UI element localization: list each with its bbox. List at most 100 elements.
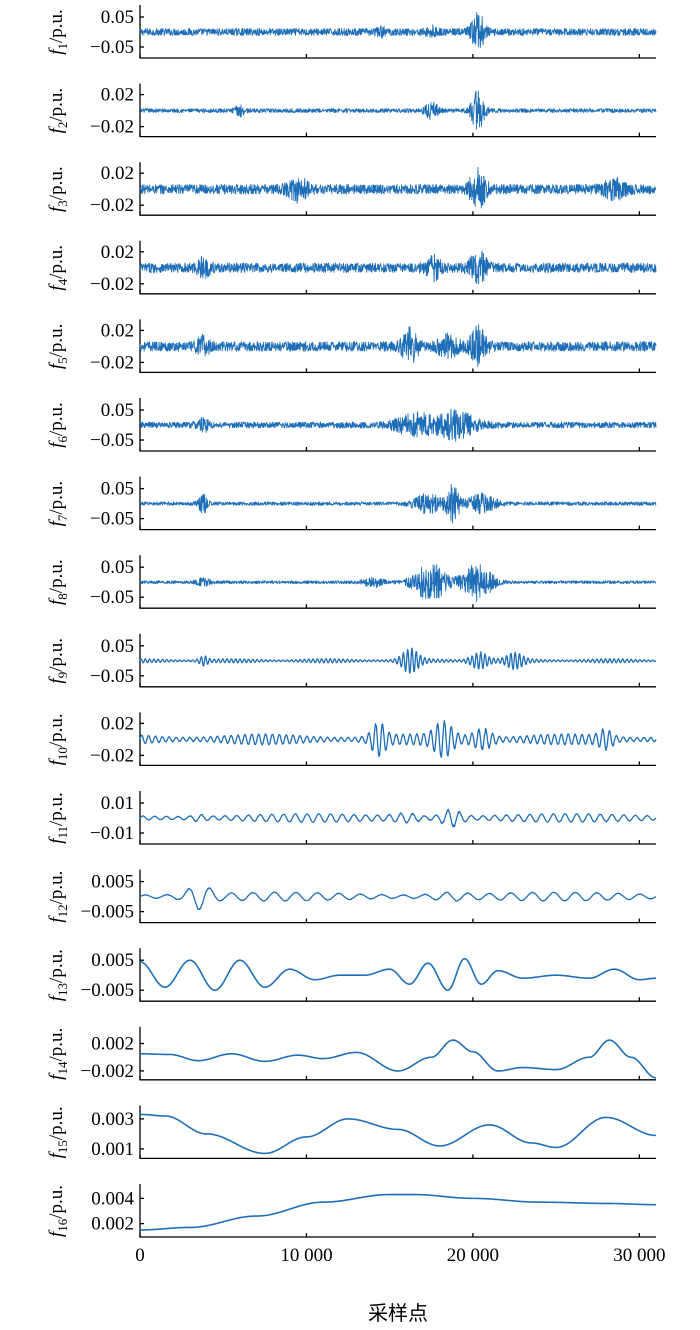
y-label-unit: /p.u. (46, 245, 67, 279)
y-tick-label: −0.02 (90, 352, 134, 373)
y-label-subscript: 4 (55, 278, 70, 285)
y-axis-label: f3/p.u. (46, 166, 70, 212)
y-axis-label: f4/p.u. (46, 245, 70, 291)
y-axis-label: f7/p.u. (46, 481, 70, 527)
signal-line-f5 (139, 324, 657, 367)
x-tick-label: 0 (135, 1245, 145, 1266)
panel-16: 0.004 0.002 f16/p.u. (46, 1184, 656, 1238)
y-tick-label: 0.002 (91, 1214, 134, 1235)
y-tick-label: −0.05 (90, 430, 134, 451)
y-label-symbol: f (46, 676, 67, 684)
x-tick-label: 20 000 (447, 1245, 499, 1266)
y-axis-label: f16/p.u. (46, 1185, 70, 1237)
y-label-subscript: 11 (55, 826, 70, 839)
y-tick-label: 0.05 (101, 636, 134, 657)
y-tick-label: 0.005 (91, 950, 134, 971)
y-axis-label: f15/p.u. (46, 1106, 70, 1158)
panel-7: 0.05 −0.05 f7/p.u. (46, 476, 657, 531)
signal-line-f9 (139, 647, 657, 674)
y-label-subscript: 7 (55, 514, 70, 521)
y-tick-label: 0.05 (101, 557, 134, 578)
y-label-subscript: 13 (55, 983, 70, 996)
y-label-symbol: f (46, 1150, 67, 1158)
y-label-unit: /p.u. (46, 1185, 67, 1219)
y-axis-label: f8/p.u. (46, 559, 70, 605)
y-tick-label: −0.05 (90, 509, 134, 530)
y-axis-label: f14/p.u. (46, 1028, 70, 1080)
panel-4: 0.02 −0.02 f4/p.u. (46, 240, 657, 295)
panel-3: 0.02 −0.02 f3/p.u. (46, 162, 657, 216)
x-tick-label: 10 000 (280, 1245, 332, 1266)
y-label-symbol: f (46, 361, 67, 369)
y-axis-label: f5/p.u. (46, 324, 70, 370)
y-label-symbol: f (46, 993, 67, 1001)
panel-2: 0.02 −0.02 f2/p.u. (46, 83, 657, 138)
y-label-subscript: 15 (55, 1140, 70, 1153)
y-label-unit: /p.u. (46, 9, 67, 43)
signal-line-f3 (139, 166, 657, 209)
y-tick-label: 0.02 (101, 320, 134, 341)
y-label-subscript: 1 (55, 43, 70, 50)
y-label-symbol: f (46, 1229, 67, 1237)
signal-line-f2 (139, 90, 657, 130)
y-axis-label: f13/p.u. (46, 949, 70, 1001)
y-axis-label: f6/p.u. (46, 402, 70, 448)
signal-line-f15 (139, 1113, 657, 1155)
y-label-subscript: 2 (55, 122, 70, 129)
signal-line-f4 (139, 250, 657, 285)
y-axis-label: f11/p.u. (46, 792, 70, 844)
y-label-subscript: 16 (55, 1218, 70, 1232)
panel-1: 0.05 −0.05 f1/p.u. (46, 5, 657, 59)
y-label-unit: /p.u. (46, 166, 67, 200)
y-label-unit: /p.u. (46, 1028, 67, 1062)
panel-11: 0.01 −0.01 f11/p.u. (46, 791, 657, 845)
y-tick-label: −0.05 (90, 37, 134, 58)
panel-5: 0.02 −0.02 f5/p.u. (46, 319, 657, 373)
y-label-symbol: f (46, 836, 67, 844)
y-label-symbol: f (46, 283, 67, 291)
y-label-unit: /p.u. (46, 1106, 67, 1140)
x-tick-label: 30 000 (613, 1245, 665, 1266)
y-label-symbol: f (46, 518, 67, 526)
panel-14: 0.002 −0.002 f14/p.u. (46, 1026, 657, 1082)
y-label-subscript: 8 (55, 593, 70, 600)
y-label-unit: /p.u. (46, 949, 67, 983)
y-axis-label: f10/p.u. (46, 713, 70, 765)
y-label-symbol: f (46, 440, 67, 448)
y-label-unit: /p.u. (46, 481, 67, 515)
y-tick-label: 0.02 (101, 85, 134, 106)
y-tick-label: 0.05 (101, 479, 134, 500)
panels-group: 0.05−0.05f1/p.u.0.02−0.02f2/p.u.0.02−0.0… (46, 5, 657, 1238)
y-label-unit: /p.u. (46, 88, 67, 122)
y-tick-label: 0.02 (101, 713, 134, 734)
y-label-unit: /p.u. (46, 792, 67, 826)
y-label-subscript: 14 (55, 1061, 70, 1075)
y-label-subscript: 5 (55, 357, 70, 364)
y-tick-label: 0.003 (91, 1109, 134, 1130)
y-label-symbol: f (46, 1072, 67, 1080)
y-tick-label: 0.05 (101, 400, 134, 421)
signal-line-f8 (139, 564, 657, 602)
y-label-subscript: 12 (55, 904, 70, 917)
y-tick-label: −0.005 (81, 980, 134, 1001)
y-tick-label: −0.01 (90, 823, 134, 844)
y-label-symbol: f (46, 47, 67, 55)
signal-line-f7 (139, 483, 657, 524)
y-tick-label: 0.002 (91, 1034, 134, 1055)
y-tick-label: −0.005 (81, 902, 134, 923)
panel-8: 0.05 −0.05 f8/p.u. (46, 555, 657, 609)
y-tick-label: 0.005 (91, 872, 134, 893)
signal-line-f6 (139, 408, 657, 442)
y-axis-label: f9/p.u. (46, 638, 70, 684)
signal-line-f1 (139, 12, 657, 49)
y-tick-label: −0.02 (90, 117, 134, 138)
y-axis-label: f12/p.u. (46, 871, 70, 923)
y-label-symbol: f (46, 597, 67, 605)
y-tick-label: −0.02 (90, 274, 134, 295)
x-axis: 0 10 000 20 000 30 000 (135, 1245, 665, 1266)
y-label-unit: /p.u. (46, 324, 67, 358)
y-label-unit: /p.u. (46, 638, 67, 672)
signal-line-f16 (139, 1193, 656, 1231)
signal-line-f12 (139, 887, 657, 911)
y-label-unit: /p.u. (46, 871, 67, 905)
